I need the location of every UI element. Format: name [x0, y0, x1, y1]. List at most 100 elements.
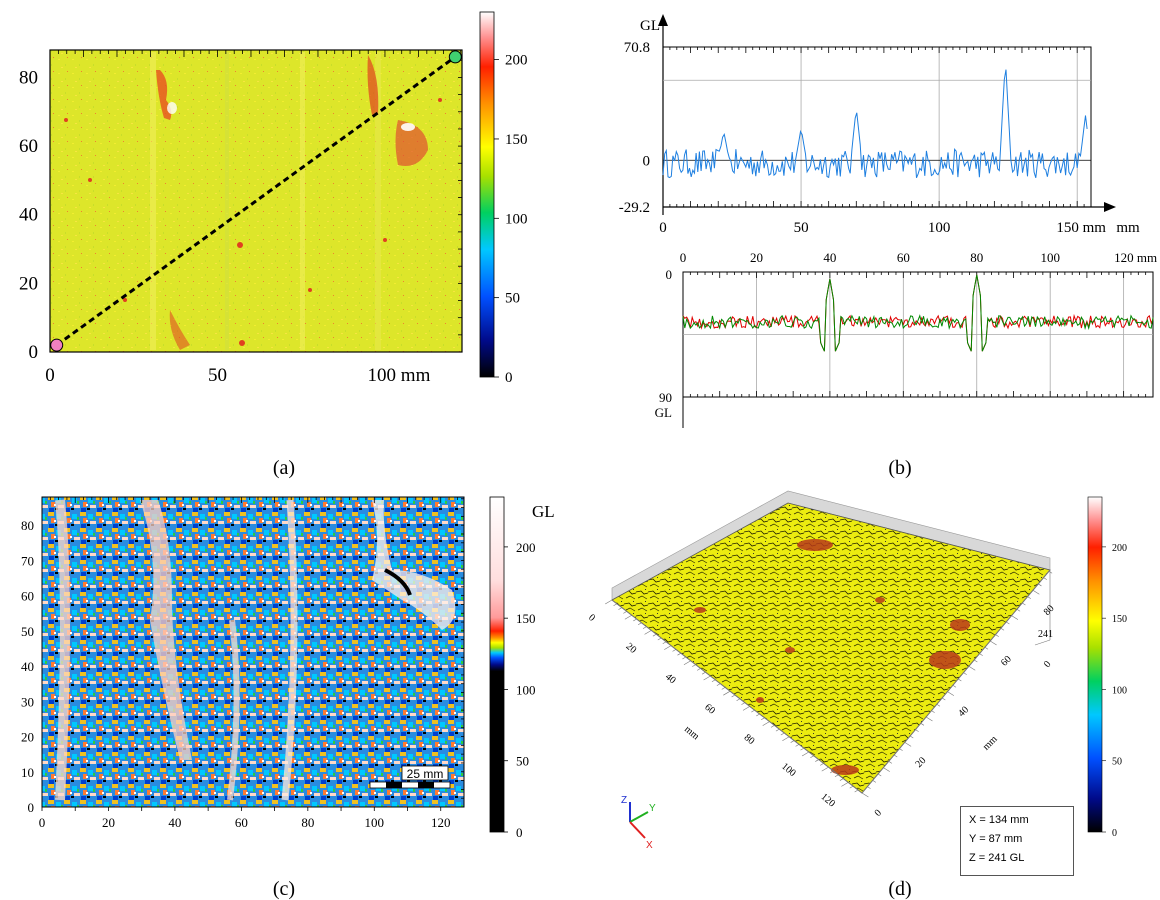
panel-b-top: GL 70.8 0 -29.2 0 50 100 150 mm mm: [619, 14, 1140, 236]
d-x-tick-label: 0: [586, 612, 597, 624]
caption-a: (a): [273, 457, 295, 479]
panel-a: 0 50 100 mm 0 20 40 60 80 0 50 100 150 200: [19, 11, 528, 386]
c-y-tick-label: 60: [21, 589, 34, 604]
d-y-tick-label: 40: [956, 704, 971, 719]
d-z-top-label: 241: [1038, 629, 1053, 640]
bb-x-tick-label: 0: [680, 250, 687, 265]
c-y-tick-label: 20: [21, 730, 34, 745]
d-y-tick-label: 0: [873, 808, 884, 819]
a-x-tick-label: 0: [45, 365, 55, 386]
panel-d-colorbar: [1087, 496, 1103, 833]
d-x-axis-unit: mm: [682, 724, 701, 743]
bt-x-tick-label: 0: [659, 220, 667, 236]
panel-c: 0 20 40 60 80 100 120 0 10 20 30 40 50 60 70 80 25 mm 0…: [21, 496, 555, 840]
bb-x-tick-label: 80: [970, 250, 983, 265]
c-colorbar-tick-label: 50: [516, 754, 529, 769]
a-colorbar-tick-label: 150: [505, 132, 528, 148]
a-colorbar-tick-label: 50: [505, 291, 520, 307]
bt-x-axis-label: mm: [1116, 220, 1140, 236]
d-y-axis-unit: mm: [981, 734, 1000, 753]
bb-x-tick-label: 100: [1040, 250, 1060, 265]
bt-x-tick-label: 50: [794, 220, 809, 236]
bb-x-tick-label: 20: [750, 250, 763, 265]
c-y-tick-label: 70: [21, 553, 34, 568]
d-x-tick-label: 20: [624, 641, 639, 656]
d-colorbar-tick-label: 150: [1112, 614, 1127, 625]
a-x-tick-label: 100 mm: [368, 365, 431, 386]
d-y-tick-label: 20: [914, 755, 929, 770]
bb-x-tick-label: 60: [897, 250, 910, 265]
readout-y: Y = 87 mm: [969, 833, 1023, 845]
bt-x-tick-label: 100: [928, 220, 951, 236]
d-x-tick-label: 80: [742, 732, 757, 747]
profile-end-marker[interactable]: [448, 50, 462, 64]
c-colorbar-tick-label: 150: [516, 611, 536, 626]
gizmo-y-label: Y: [649, 803, 656, 814]
caption-c: (c): [273, 878, 295, 900]
d-colorbar-tick-label: 0: [1112, 828, 1117, 839]
caption-d: (d): [888, 878, 911, 900]
profile-start-marker[interactable]: [50, 338, 64, 352]
c-x-tick-label: 120: [431, 815, 451, 830]
d-colorbar-tick-label: 200: [1112, 543, 1127, 554]
d-colorbar-tick-label: 100: [1112, 685, 1127, 696]
c-y-tick-label: 0: [28, 800, 35, 815]
bb-y-tick-label: 90: [659, 390, 672, 405]
bt-y-tick-label: -29.2: [619, 200, 650, 216]
a-colorbar-tick-label: 0: [505, 370, 513, 386]
bb-x-tick-label: 120 mm: [1114, 250, 1157, 265]
a-colorbar-tick-label: 200: [505, 53, 528, 69]
coordinate-readout: X = 134 mm Y = 87 mm Z = 241 GL: [960, 806, 1074, 876]
caption-b: (b): [888, 457, 911, 479]
profile-signal-line: [662, 69, 1088, 179]
c-y-tick-label: 40: [21, 659, 34, 674]
d-colorbar-tick-label: 50: [1112, 757, 1122, 768]
panel-d: 0 20 40 60 80 100 120 mm 0 20 40 60 80 mm 241 0 Z Y X 0…: [586, 490, 1127, 851]
c-x-tick-label: 60: [235, 815, 248, 830]
green-series-line: [682, 274, 1154, 352]
c-x-tick-label: 40: [168, 815, 181, 830]
gizmo-x-label: X: [646, 840, 653, 851]
c-x-tick-label: 100: [365, 815, 385, 830]
a-y-tick-label: 0: [29, 342, 39, 363]
panel-a-colorbar: [479, 11, 495, 378]
axes-gizmo: Z Y X: [621, 795, 656, 851]
panel-c-heatmap: [42, 497, 464, 807]
bb-x-tick-label: 40: [823, 250, 836, 265]
d-x-tick-label: 60: [702, 702, 717, 717]
bt-x-tick-label: 150 mm: [1056, 220, 1106, 236]
red-series-line: [682, 274, 1154, 352]
d-z-zero-label: 0: [1042, 659, 1054, 670]
panel-c-streaks: [55, 499, 456, 801]
d-x-tick-label: 40: [663, 671, 678, 686]
c-y-tick-label: 50: [21, 624, 34, 639]
panel-a-streaks: [150, 52, 381, 350]
bt-y-tick-label: 0: [643, 153, 651, 169]
a-x-tick-label: 50: [208, 365, 227, 386]
gizmo-z-label: Z: [621, 795, 627, 806]
readout-x: X = 134 mm: [969, 814, 1029, 826]
scale-bar: 25 mm: [369, 765, 451, 789]
c-x-tick-label: 0: [39, 815, 46, 830]
surface-3d-defects: [694, 539, 970, 775]
d-y-tick-label: 60: [999, 654, 1014, 669]
c-colorbar-unit: GL: [532, 502, 555, 521]
panel-a-defects: [64, 55, 442, 350]
a-y-tick-label: 80: [19, 67, 38, 88]
c-colorbar-tick-label: 200: [516, 540, 536, 555]
d-x-tick-label: 120: [819, 791, 838, 809]
a-colorbar-tick-label: 100: [505, 211, 528, 227]
a-y-tick-label: 40: [19, 205, 38, 226]
bt-y-tick-label: 70.8: [624, 40, 650, 56]
d-x-tick-label: 100: [779, 761, 798, 779]
a-y-tick-label: 20: [19, 273, 38, 294]
panel-c-colorbar: [489, 496, 505, 833]
scale-bar-label: 25 mm: [407, 767, 444, 781]
profile-line: [55, 55, 457, 347]
c-colorbar-tick-label: 0: [516, 825, 523, 840]
c-y-tick-label: 10: [21, 765, 34, 780]
c-y-tick-label: 80: [21, 518, 34, 533]
c-x-tick-label: 80: [301, 815, 314, 830]
